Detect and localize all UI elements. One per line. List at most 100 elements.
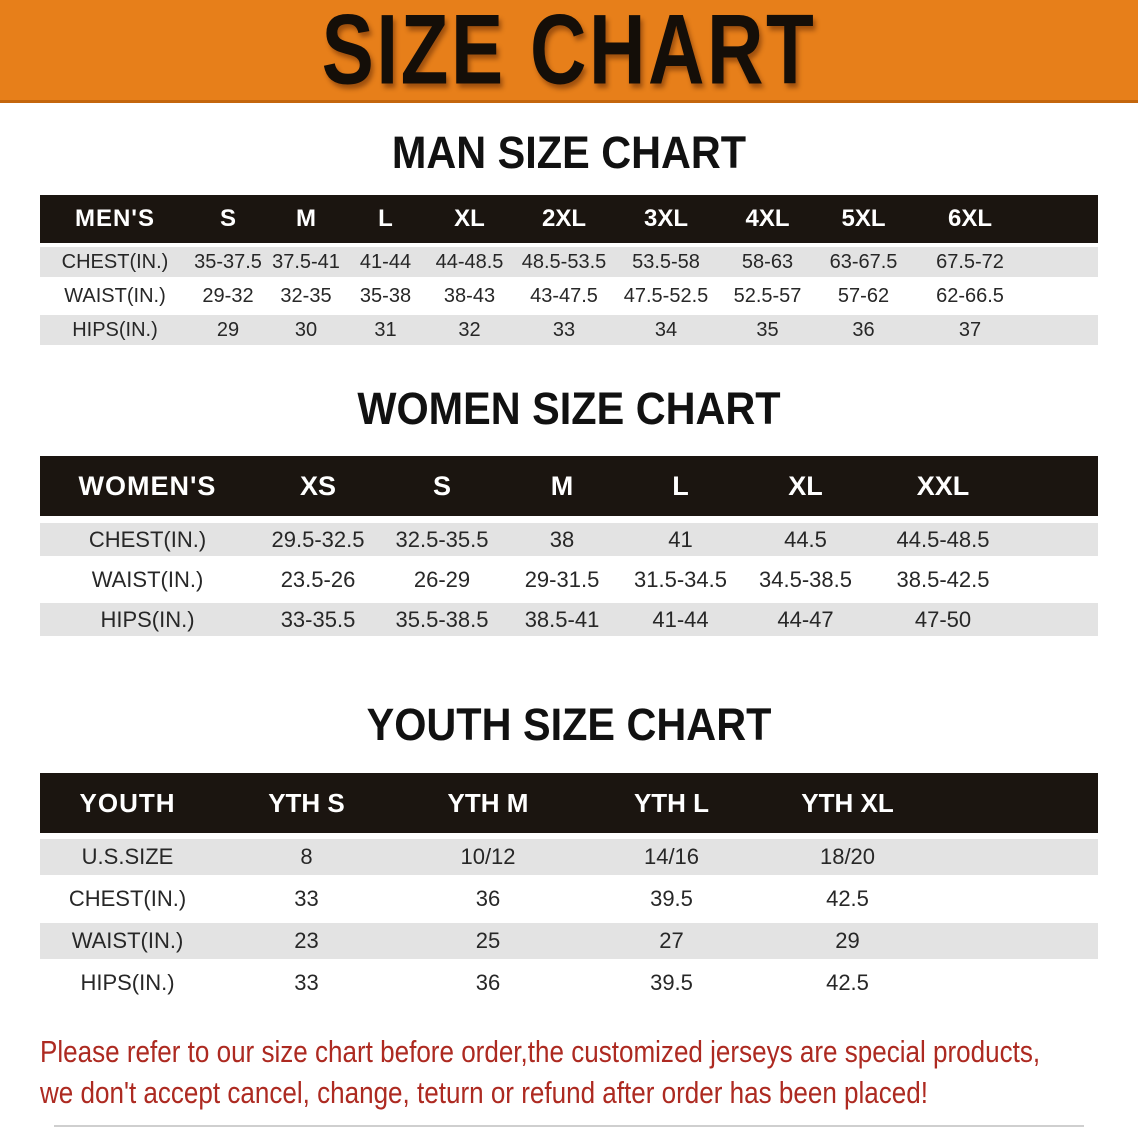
table-row: WAIST(IN.) 23 25 27 29 (40, 923, 1098, 959)
table-cell: 41-44 (621, 603, 740, 636)
table-cell: 33 (514, 315, 614, 345)
table-cell: 42.5 (765, 965, 930, 1001)
row-label: WAIST(IN.) (40, 923, 215, 959)
men-section-title: MAN SIZE CHART (391, 127, 747, 178)
table-spacer (1015, 563, 1098, 596)
table-cell: 29.5-32.5 (255, 523, 381, 556)
table-cell: 36 (398, 965, 578, 1001)
table-row: HIPS(IN.) 29 30 31 32 33 34 35 36 37 (40, 315, 1098, 345)
row-label: HIPS(IN.) (40, 603, 255, 636)
row-label: WAIST(IN.) (40, 281, 190, 311)
table-cell: 42.5 (765, 881, 930, 917)
table-cell: 44.5-48.5 (871, 523, 1015, 556)
men-table-title-cell: MEN'S (40, 195, 190, 243)
row-label: HIPS(IN.) (40, 315, 190, 345)
men-column-header: XL (425, 195, 514, 243)
women-column-header: XXL (871, 456, 1015, 516)
table-cell: 37.5-41 (266, 247, 346, 277)
table-cell: 67.5-72 (910, 247, 1030, 277)
table-spacer (1015, 523, 1098, 556)
table-cell: 44-48.5 (425, 247, 514, 277)
table-cell: 35-38 (346, 281, 425, 311)
table-spacer (1030, 195, 1098, 243)
row-label: WAIST(IN.) (40, 563, 255, 596)
table-cell: 33 (215, 881, 398, 917)
table-cell: 33-35.5 (255, 603, 381, 636)
youth-column-header: YTH XL (765, 773, 930, 833)
women-table-title-cell: WOMEN'S (40, 456, 255, 516)
table-cell: 41-44 (346, 247, 425, 277)
table-spacer (1030, 247, 1098, 277)
table-cell: 31 (346, 315, 425, 345)
table-spacer (930, 965, 1098, 1001)
table-row: WAIST(IN.) 29-32 32-35 35-38 38-43 43-47… (40, 281, 1098, 311)
table-cell: 31.5-34.5 (621, 563, 740, 596)
table-cell: 33 (215, 965, 398, 1001)
row-label: U.S.SIZE (40, 839, 215, 875)
table-cell: 23.5-26 (255, 563, 381, 596)
table-cell: 35.5-38.5 (381, 603, 503, 636)
table-cell: 36 (398, 881, 578, 917)
table-cell: 29 (190, 315, 266, 345)
table-cell: 35 (718, 315, 817, 345)
table-cell: 29-32 (190, 281, 266, 311)
table-cell: 41 (621, 523, 740, 556)
row-label: HIPS(IN.) (40, 965, 215, 1001)
youth-section-title: YOUTH SIZE CHART (366, 699, 772, 750)
table-spacer (930, 773, 1098, 833)
table-cell: 44-47 (740, 603, 871, 636)
table-cell: 8 (215, 839, 398, 875)
size-chart-banner: SIZE CHART (0, 0, 1138, 105)
table-cell: 63-67.5 (817, 247, 910, 277)
row-label: CHEST(IN.) (40, 523, 255, 556)
men-column-header: 6XL (910, 195, 1030, 243)
disclaimer-text: Please refer to our size chart before or… (40, 1031, 1138, 1113)
page-title: SIZE CHART (321, 0, 817, 105)
table-cell: 47.5-52.5 (614, 281, 718, 311)
table-spacer (1030, 315, 1098, 345)
men-column-header: 4XL (718, 195, 817, 243)
men-column-header: 2XL (514, 195, 614, 243)
table-cell: 43-47.5 (514, 281, 614, 311)
table-cell: 52.5-57 (718, 281, 817, 311)
table-spacer (1030, 281, 1098, 311)
table-cell: 14/16 (578, 839, 765, 875)
women-section-title: WOMEN SIZE CHART (357, 383, 781, 434)
table-row: U.S.SIZE 8 10/12 14/16 18/20 (40, 839, 1098, 875)
table-cell: 38.5-41 (503, 603, 621, 636)
table-spacer (1015, 456, 1098, 516)
table-cell: 10/12 (398, 839, 578, 875)
table-row: CHEST(IN.) 29.5-32.5 32.5-35.5 38 41 44.… (40, 523, 1098, 556)
disclaimer-line-1: Please refer to our size chart before or… (40, 1034, 1041, 1069)
women-column-header: M (503, 456, 621, 516)
table-cell: 30 (266, 315, 346, 345)
youth-table-title-cell: YOUTH (40, 773, 215, 833)
youth-column-header: YTH S (215, 773, 398, 833)
men-column-header: 5XL (817, 195, 910, 243)
table-row: CHEST(IN.) 33 36 39.5 42.5 (40, 881, 1098, 917)
table-row: CHEST(IN.) 35-37.5 37.5-41 41-44 44-48.5… (40, 247, 1098, 277)
table-cell: 32 (425, 315, 514, 345)
table-spacer (930, 923, 1098, 959)
bottom-divider (54, 1125, 1084, 1127)
men-size-table: MEN'S S M L XL 2XL 3XL 4XL 5XL 6XL CHEST… (40, 191, 1098, 349)
table-cell: 57-62 (817, 281, 910, 311)
disclaimer-line-2: we don't accept cancel, change, teturn o… (40, 1075, 929, 1110)
table-cell: 36 (817, 315, 910, 345)
youth-size-table: YOUTH YTH S YTH M YTH L YTH XL U.S.SIZE … (40, 767, 1098, 1007)
table-cell: 48.5-53.5 (514, 247, 614, 277)
youth-column-header: YTH M (398, 773, 578, 833)
women-size-table: WOMEN'S XS S M L XL XXL CHEST(IN.) 29.5-… (40, 449, 1098, 643)
table-spacer (1015, 603, 1098, 636)
table-cell: 39.5 (578, 881, 765, 917)
women-column-header: L (621, 456, 740, 516)
table-cell: 29 (765, 923, 930, 959)
men-column-header: L (346, 195, 425, 243)
table-cell: 58-63 (718, 247, 817, 277)
table-cell: 32-35 (266, 281, 346, 311)
table-cell: 35-37.5 (190, 247, 266, 277)
women-column-header: XL (740, 456, 871, 516)
table-row: WAIST(IN.) 23.5-26 26-29 29-31.5 31.5-34… (40, 563, 1098, 596)
table-cell: 53.5-58 (614, 247, 718, 277)
youth-column-header: YTH L (578, 773, 765, 833)
